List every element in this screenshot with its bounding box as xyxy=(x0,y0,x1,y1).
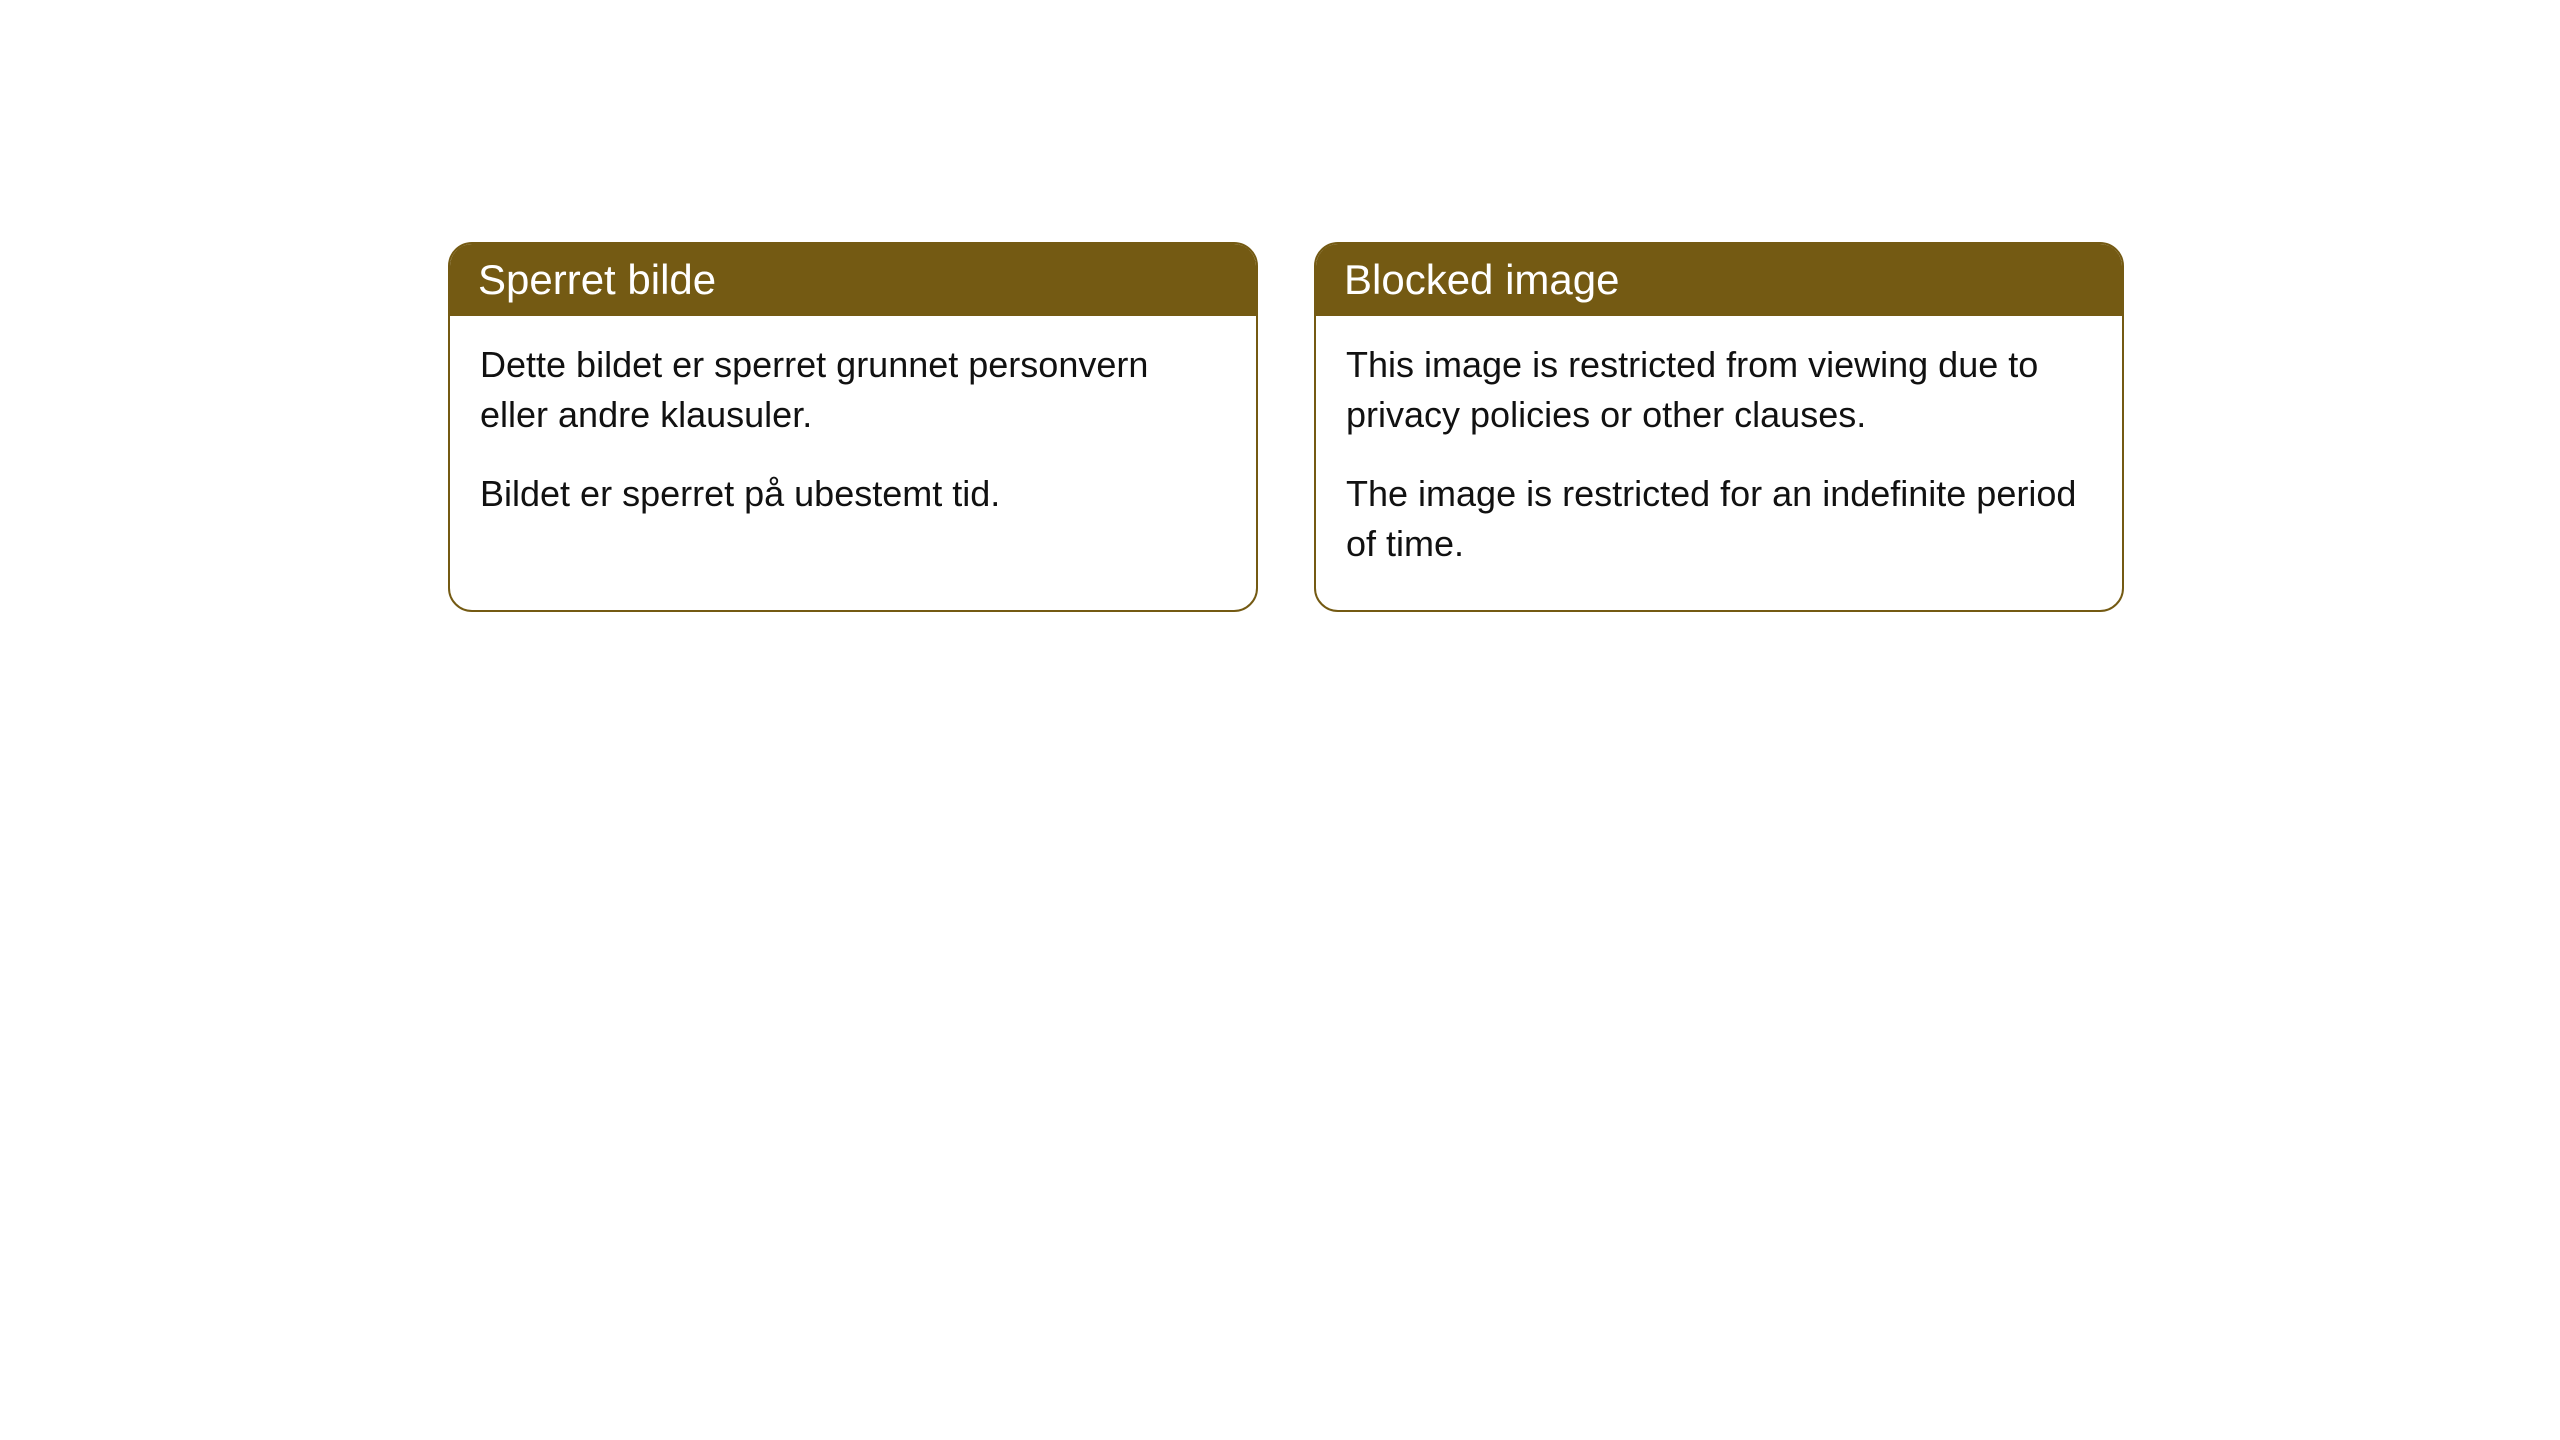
blocked-image-card-english: Blocked image This image is restricted f… xyxy=(1314,242,2124,612)
card-paragraph: The image is restricted for an indefinit… xyxy=(1346,469,2092,570)
notice-container: Sperret bilde Dette bildet er sperret gr… xyxy=(0,0,2560,612)
card-paragraph: Dette bildet er sperret grunnet personve… xyxy=(480,340,1226,441)
card-paragraph: Bildet er sperret på ubestemt tid. xyxy=(480,469,1226,519)
card-title: Blocked image xyxy=(1344,256,1619,303)
card-header: Sperret bilde xyxy=(450,244,1256,316)
blocked-image-card-norwegian: Sperret bilde Dette bildet er sperret gr… xyxy=(448,242,1258,612)
card-paragraph: This image is restricted from viewing du… xyxy=(1346,340,2092,441)
card-body: Dette bildet er sperret grunnet personve… xyxy=(450,316,1256,559)
card-title: Sperret bilde xyxy=(478,256,716,303)
card-header: Blocked image xyxy=(1316,244,2122,316)
card-body: This image is restricted from viewing du… xyxy=(1316,316,2122,610)
